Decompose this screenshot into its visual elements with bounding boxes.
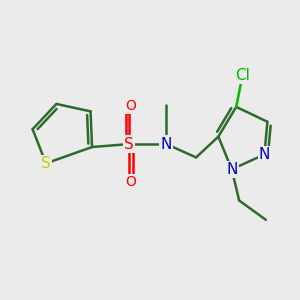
Text: S: S	[124, 136, 134, 152]
Text: S: S	[41, 156, 51, 171]
Text: O: O	[125, 99, 136, 113]
Text: N: N	[161, 136, 172, 152]
Text: N: N	[226, 162, 237, 177]
Text: N: N	[259, 147, 270, 162]
Text: Cl: Cl	[235, 68, 250, 83]
Text: O: O	[125, 175, 136, 189]
